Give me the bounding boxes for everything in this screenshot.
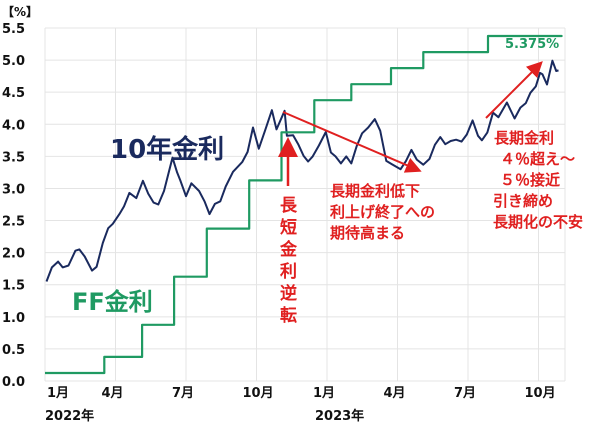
y-tick-label: 0.5	[2, 343, 25, 358]
inversion-annotation-char: 金	[279, 239, 298, 260]
ff-series-label: FF金利	[72, 288, 153, 316]
y-unit-label: 【%】	[2, 4, 38, 19]
x-tick-label: 7月	[172, 386, 194, 401]
year-label: 2022年	[45, 408, 94, 424]
inversion-annotation-char: 逆	[280, 283, 297, 304]
y-tick-label: 1.0	[2, 311, 25, 326]
y-tick-label: 3.5	[2, 150, 25, 165]
inversion-annotation-char: 利	[280, 261, 297, 282]
y-tick-label: 1.5	[2, 279, 25, 294]
rise-annotation-line: 長期金利	[494, 129, 554, 147]
decline-annotation-line: 期待高まる	[330, 224, 405, 242]
ten-year-yield-line	[45, 59, 559, 282]
y-tick-label: 2.0	[2, 247, 25, 262]
decline-arrow	[282, 111, 422, 173]
x-tick-label: 10月	[525, 386, 556, 401]
y-tick-label: 5.0	[2, 54, 25, 69]
x-tick-label: 1月	[47, 386, 69, 401]
y-tick-label: 3.0	[2, 182, 25, 197]
rise-annotation-line: ５％接近	[500, 171, 560, 189]
series-layer	[45, 34, 563, 375]
y-tick-label: 4.5	[2, 86, 25, 101]
inversion-annotation-char: 長	[280, 196, 298, 216]
ff-last-value-label: 5.375%	[505, 37, 559, 52]
inversion-annotation-char: 短	[280, 217, 297, 238]
x-tick-label: 7月	[454, 386, 476, 401]
ff-rate-line	[45, 34, 563, 375]
x-axis: 1月 4月 7月 10月 1月 4月 7月 10月 2022年 2023年	[45, 386, 556, 424]
year-label: 2023年	[315, 408, 364, 424]
rise-arrow	[485, 61, 543, 119]
ten-year-series-label: 10年金利	[110, 134, 224, 165]
grid	[44, 27, 566, 382]
rise-annotation-line: ４％超え～	[500, 150, 575, 168]
rise-annotation-line: 長期化の不安	[493, 213, 583, 231]
decline-annotation-line: 長期金利低下	[330, 182, 420, 200]
rise-annotation-line: 引き締め	[493, 192, 553, 210]
y-tick-label: 5.5	[2, 22, 25, 37]
y-tick-label: 0.0	[2, 375, 25, 390]
y-axis: 0.0 0.5 1.0 1.5 2.0 2.5 3.0 3.5 4.0 4.5 5.0 5.5	[2, 22, 25, 390]
y-tick-label: 4.0	[2, 118, 25, 133]
decline-annotation-line: 利上げ終了への	[330, 203, 435, 221]
x-tick-label: 1月	[313, 386, 335, 401]
x-tick-label: 4月	[102, 386, 124, 401]
y-tick-label: 2.5	[2, 215, 25, 230]
inversion-annotation-char: 転	[280, 305, 297, 326]
x-tick-label: 4月	[384, 386, 406, 401]
x-tick-label: 10月	[243, 386, 274, 401]
